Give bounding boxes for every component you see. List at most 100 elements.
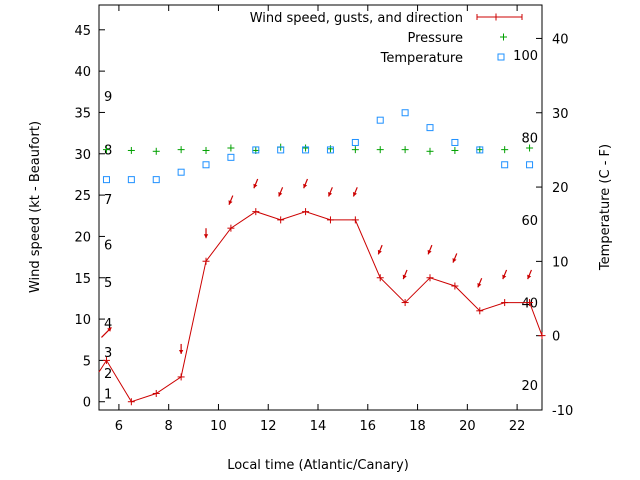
- pressure-point: [152, 147, 160, 155]
- x-tick-label: 6: [115, 419, 123, 434]
- wind-speed-point: [277, 216, 285, 224]
- left-tick-label: 25: [74, 189, 91, 204]
- pressure-point: [102, 146, 110, 154]
- wind-speed-point: [501, 299, 509, 307]
- beaufort-label: 1: [104, 387, 112, 402]
- legend-label: Temperature: [380, 51, 463, 66]
- x-tick-label: 22: [509, 419, 526, 434]
- wind-direction-arrow: [477, 277, 483, 288]
- right-axis-label: Temperature (C - F): [598, 144, 613, 271]
- pressure-point: [526, 144, 534, 152]
- pressure-point: [177, 146, 185, 154]
- temperature-point: [227, 153, 235, 161]
- temperature-point: [302, 146, 310, 154]
- wind-direction-arrow: [253, 178, 259, 189]
- wind-speed-point: [152, 389, 160, 397]
- legend: Wind speed, gusts, and direction Pressure…: [250, 11, 523, 66]
- wind-direction-arrow: [228, 195, 234, 205]
- legend-label: Pressure: [407, 31, 463, 46]
- left-tick-label: 5: [83, 354, 91, 369]
- plot-series: [98, 109, 546, 406]
- right-tick-label: 40: [552, 32, 569, 47]
- wind-speed-point: [227, 224, 235, 232]
- left-tick-label: 35: [74, 106, 91, 121]
- wind-speed-point: [376, 274, 384, 282]
- arrow-head: [502, 274, 507, 280]
- pressure-point: [127, 146, 135, 154]
- arrow-head: [402, 274, 407, 280]
- fahrenheit-label: 20: [521, 379, 538, 394]
- left-tick-label: 15: [74, 272, 91, 287]
- arrow-head: [352, 192, 357, 197]
- x-tick-label: 16: [360, 419, 377, 434]
- wind-speed-point: [202, 257, 210, 265]
- beaufort-label: 2: [104, 367, 112, 382]
- pressure-point: [351, 146, 359, 154]
- x-tick-label: 8: [165, 419, 173, 434]
- left-tick-label: 30: [74, 148, 91, 163]
- fahrenheit-label: 60: [521, 214, 538, 229]
- arrow-head: [477, 282, 482, 288]
- pressure-point: [501, 146, 509, 154]
- arrow-head: [452, 258, 457, 263]
- wind-speed-point: [326, 216, 334, 224]
- temperature-point: [426, 124, 434, 132]
- beaufort-label: 4: [104, 317, 112, 332]
- beaufort-scale: 1 2 3 4 5 6 7 8 9: [104, 90, 112, 403]
- temperature-point: [401, 109, 409, 117]
- temperature-point: [501, 161, 509, 169]
- temperature-point: [102, 176, 110, 184]
- wind-direction-arrow: [527, 269, 533, 280]
- arrow-head: [377, 249, 382, 255]
- temperature-point: [177, 168, 185, 176]
- arrow-head: [278, 192, 283, 197]
- wind-speed-point: [426, 274, 434, 282]
- wind-speed-point: [526, 299, 534, 307]
- pressure-point: [326, 145, 334, 153]
- wind-speed-point: [401, 299, 409, 307]
- left-tick-label: 45: [74, 24, 91, 39]
- right-tick-label: 0: [552, 330, 560, 345]
- arrow-head: [527, 274, 532, 280]
- wind-speed-point: [302, 208, 310, 216]
- wind-direction-arrow: [452, 253, 458, 263]
- temperature-point: [526, 161, 534, 169]
- pressure-point: [202, 146, 210, 154]
- arrow-head: [427, 249, 432, 255]
- arrow-head: [178, 349, 184, 354]
- right-tick-label: 20: [552, 181, 569, 196]
- temperature-point: [451, 138, 459, 146]
- beaufort-label: 8: [104, 144, 112, 159]
- wind-direction-arrow: [502, 269, 508, 280]
- x-tick-label: 18: [409, 419, 426, 434]
- beaufort-label: 6: [104, 239, 112, 254]
- wind-direction-arrow: [278, 187, 284, 197]
- temperature-point: [127, 176, 135, 184]
- temperature-point: [277, 146, 285, 154]
- temperature-point: [252, 146, 260, 154]
- wind-speed-point: [177, 373, 185, 381]
- wind-direction-arrow: [377, 244, 383, 255]
- beaufort-label: 3: [104, 346, 112, 361]
- pressure-point: [401, 146, 409, 154]
- arrow-head: [203, 234, 209, 239]
- right-tick-label: 30: [552, 107, 569, 122]
- plot-frame: [98, 4, 543, 411]
- temperature-point: [376, 116, 384, 124]
- wind-direction-arrow: [203, 228, 209, 239]
- pressure-point: [227, 144, 235, 152]
- left-axis: 0 5 10 15 20 25 30 35 40 45: [74, 24, 105, 411]
- wind-direction-arrow: [328, 187, 333, 197]
- x-tick-label: 10: [210, 419, 227, 434]
- fahrenheit-label: 100: [513, 49, 538, 64]
- arrow-head: [253, 183, 258, 189]
- temperature-point: [326, 146, 334, 154]
- wind-speed-point: [252, 208, 260, 216]
- legend-label: Wind speed, gusts, and direction: [250, 11, 463, 26]
- wind-speed-point: [538, 332, 546, 340]
- x-axis-label: Local time (Atlantic/Canary): [227, 458, 409, 473]
- wind-speed-line: [98, 211, 543, 403]
- x-tick-label: 14: [310, 419, 327, 434]
